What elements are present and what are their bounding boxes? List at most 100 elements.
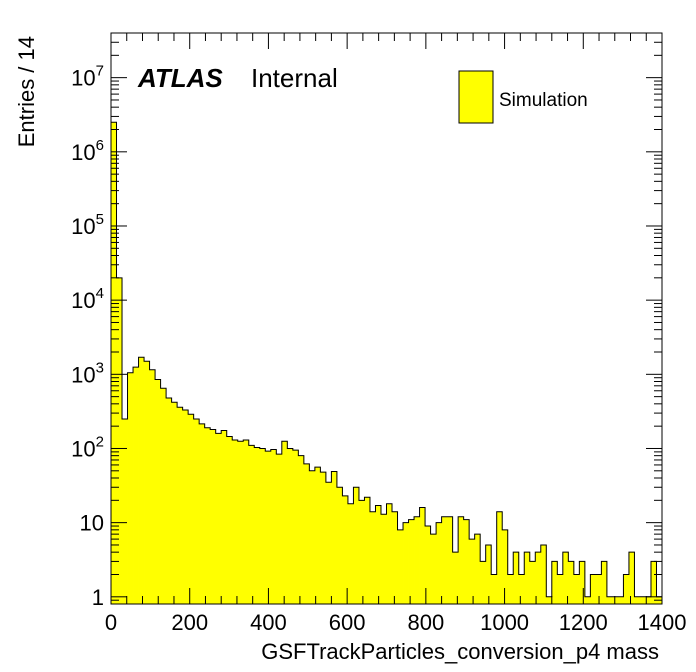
histogram-bin — [485, 544, 492, 604]
y-tick-label: 103 — [71, 359, 104, 387]
histogram-bin — [160, 388, 167, 604]
histogram-bin — [237, 441, 244, 604]
histogram-bin — [546, 596, 553, 604]
y-tick-labels: 1 10 102 103 104 105 106 107 — [71, 63, 104, 610]
histogram-bin — [166, 397, 173, 604]
histogram-bin — [551, 561, 558, 604]
histogram-bin — [265, 451, 272, 604]
histogram-bin — [342, 495, 349, 604]
x-tick-label: 0 — [105, 610, 117, 635]
histogram-bin — [155, 379, 161, 604]
histogram-bin — [210, 429, 217, 604]
x-tick-label: 1200 — [559, 610, 608, 635]
histogram-bin — [529, 561, 536, 604]
histogram-bin — [138, 357, 145, 604]
histogram-bin — [127, 372, 134, 604]
histogram-bin — [590, 574, 597, 604]
x-tick-label: 200 — [171, 610, 208, 635]
histogram-bin — [133, 367, 139, 604]
histogram-bin — [204, 427, 211, 604]
histogram-bin — [491, 574, 498, 604]
x-tick-label: 600 — [329, 610, 366, 635]
histogram-bin — [309, 470, 316, 604]
histogram-bin — [535, 552, 542, 604]
histogram-bin — [524, 552, 531, 604]
histogram-bin — [298, 455, 305, 604]
legend-swatch — [458, 70, 494, 124]
histogram-bin — [276, 454, 283, 604]
histogram-bin — [469, 539, 476, 604]
histogram-bin — [122, 418, 128, 604]
histogram-bin — [595, 574, 602, 604]
histogram-bin — [474, 534, 481, 604]
histogram-bin — [458, 516, 465, 604]
histogram-bin — [562, 552, 569, 604]
histogram-bin — [149, 369, 156, 604]
histogram-bin — [221, 430, 228, 604]
histogram-bin — [116, 277, 123, 604]
histogram-bin — [336, 487, 343, 604]
histogram-bin — [628, 552, 635, 604]
histogram-bin — [452, 552, 459, 604]
y-axis-title: Entries / 14 — [14, 36, 39, 147]
histogram-bin — [430, 534, 437, 604]
histogram-bin — [584, 596, 591, 604]
y-tick-label: 105 — [71, 211, 104, 239]
histogram-bin — [502, 529, 509, 604]
y-tick-label: 102 — [71, 433, 104, 461]
histogram-bin — [375, 505, 382, 604]
histogram-bin — [270, 449, 277, 604]
histogram-bin — [325, 482, 332, 604]
histogram-bin — [215, 433, 222, 604]
histogram-bin — [171, 402, 178, 604]
histogram-bin — [292, 450, 299, 604]
histogram-bin — [480, 561, 487, 604]
histogram-bin — [540, 544, 547, 604]
y-tick-label: 106 — [71, 137, 104, 165]
histogram-bin — [518, 574, 525, 604]
histogram-bin — [645, 596, 652, 604]
histogram-bin — [386, 503, 393, 604]
histogram-bin — [177, 407, 184, 604]
atlas-label: ATLAS — [137, 63, 223, 93]
histogram-bin — [623, 574, 630, 604]
histogram-bin — [463, 519, 470, 604]
histogram-bin — [650, 561, 657, 604]
x-tick-label: 1000 — [480, 610, 529, 635]
histogram-bin — [331, 471, 338, 604]
histogram-bars — [110, 121, 663, 605]
histogram-bin — [358, 500, 365, 604]
histogram-bin — [188, 414, 195, 604]
histogram-bin — [287, 448, 294, 604]
histogram-bin — [601, 561, 608, 604]
histogram-bin — [281, 441, 288, 604]
histogram-bin — [320, 472, 327, 604]
histogram-bin — [248, 445, 255, 604]
histogram-bin — [303, 463, 310, 604]
histogram-bin — [408, 519, 415, 604]
histogram-outline — [110, 121, 663, 604]
histogram-bin — [347, 503, 354, 604]
legend: Simulation — [458, 70, 588, 124]
x-tick-label: 400 — [250, 610, 287, 635]
internal-label: Internal — [251, 63, 338, 93]
histogram-bin — [513, 552, 520, 604]
histogram-bin — [441, 516, 448, 604]
histogram-bin — [573, 574, 580, 604]
histogram-bin — [232, 440, 239, 604]
legend-entry-simulation: Simulation — [499, 90, 588, 111]
histogram-bin — [364, 497, 371, 604]
histogram-bin — [403, 522, 409, 604]
histogram-bin — [397, 529, 404, 604]
histogram-bin — [496, 511, 503, 604]
plot-frame — [110, 32, 663, 605]
histogram-bin — [557, 574, 564, 604]
histogram-bin — [447, 516, 454, 604]
histogram-bin — [579, 561, 586, 604]
histogram-bin — [182, 410, 189, 604]
y-tick-label: 10 — [80, 511, 104, 536]
histogram-bin — [380, 514, 387, 604]
y-tick-label: 107 — [71, 63, 104, 91]
histogram-bin — [612, 596, 619, 604]
